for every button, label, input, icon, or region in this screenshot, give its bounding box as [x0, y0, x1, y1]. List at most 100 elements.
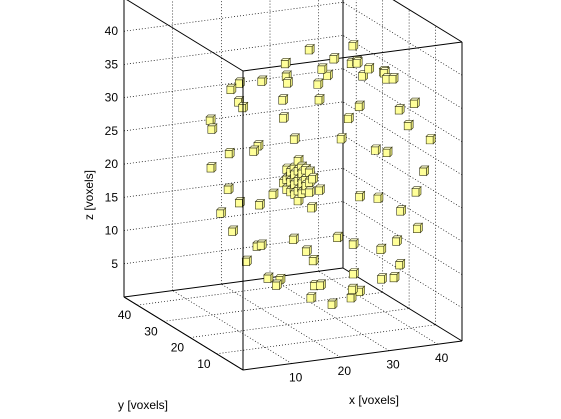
data-point-face	[346, 294, 355, 303]
data-point	[234, 77, 246, 89]
data-point-face	[361, 100, 365, 112]
data-point-face	[260, 139, 264, 151]
data-point-face	[354, 102, 363, 111]
data-point	[343, 112, 355, 124]
data-point-face	[377, 275, 385, 284]
z-tick-label: 25	[105, 124, 119, 138]
data-point-face	[370, 146, 379, 155]
x-tick-label: 30	[386, 358, 400, 372]
data-point	[317, 63, 328, 75]
y-tick-label: 10	[197, 357, 211, 371]
data-point-face	[323, 279, 326, 291]
data-point-face	[230, 183, 234, 195]
x-tick-label: 10	[289, 371, 303, 385]
data-point-face	[364, 65, 373, 74]
data-point-face	[334, 298, 338, 310]
data-point-face	[348, 285, 356, 295]
data-point-face	[305, 188, 313, 197]
data-point-face	[362, 285, 365, 297]
data-point-face	[213, 161, 217, 173]
data-point-face	[348, 240, 357, 249]
grid-lines	[123, 0, 463, 364]
data-point-face	[289, 135, 298, 144]
data-point-face	[282, 273, 286, 285]
grid-line	[221, 283, 341, 358]
data-point	[289, 133, 300, 145]
data-point-face	[425, 136, 434, 145]
data-point-face	[350, 112, 354, 124]
z-tick-label: 5	[111, 257, 118, 271]
grid-line	[123, 134, 344, 165]
data-point	[306, 291, 317, 303]
data-point	[348, 267, 360, 279]
box-edge	[242, 41, 463, 72]
data-point-face	[420, 222, 423, 234]
data-point-face	[256, 145, 260, 157]
data-point	[395, 204, 407, 216]
data-point-face	[216, 209, 225, 218]
data-point-face	[224, 150, 233, 159]
data-point	[268, 188, 279, 200]
z-tick-label: 15	[105, 190, 119, 204]
data-point-face	[316, 281, 324, 290]
data-point-face	[358, 72, 367, 81]
data-point-face	[233, 83, 237, 95]
data-point	[223, 183, 234, 195]
data-point-face	[356, 267, 359, 279]
data-point-face	[352, 59, 361, 68]
grid-line	[342, 134, 463, 209]
data-point	[257, 75, 268, 87]
data-point-face	[336, 135, 345, 144]
data-point-face	[349, 270, 357, 279]
data-point-face	[293, 197, 302, 206]
data-point-face	[206, 164, 215, 173]
data-point-face	[401, 103, 405, 115]
data-point-face	[321, 93, 325, 105]
data-point-face	[313, 80, 322, 89]
data-point	[370, 144, 382, 156]
data-point-face	[410, 99, 418, 108]
data-point	[271, 279, 283, 291]
data-point-face	[355, 283, 358, 295]
data-point-face	[411, 188, 420, 197]
data-point	[376, 243, 387, 255]
data-point	[224, 147, 235, 159]
data-point	[329, 52, 340, 64]
z-axis-label: z [voxels]	[82, 170, 96, 220]
y-tick-label: 20	[171, 341, 185, 355]
data-point	[347, 283, 359, 295]
data-point	[263, 272, 274, 284]
data-point-face	[340, 231, 343, 243]
data-point-face	[249, 255, 252, 267]
data-point-face	[355, 238, 359, 250]
data-point	[256, 239, 267, 251]
data-point	[314, 184, 326, 196]
grid-line	[342, 201, 463, 275]
data-point-face	[395, 261, 404, 270]
grid-line	[342, 1, 463, 76]
data-point-face	[394, 106, 403, 115]
data-point-face	[235, 199, 243, 208]
data-point-face	[396, 207, 404, 216]
data-point	[382, 146, 393, 158]
data-point-face	[235, 79, 243, 88]
data-point	[388, 72, 399, 84]
data-point-face	[330, 69, 333, 81]
data-point	[282, 76, 294, 88]
data-point	[227, 225, 239, 237]
grid-line	[318, 270, 438, 345]
data-point	[394, 103, 405, 115]
data-point	[409, 97, 421, 109]
data-point	[332, 231, 344, 243]
data-point-face	[263, 239, 267, 251]
data-point	[254, 198, 266, 210]
grid-line	[163, 291, 383, 322]
data-point	[205, 114, 216, 126]
data-point	[391, 235, 403, 247]
grid-line	[137, 275, 357, 306]
data-point-face	[275, 188, 279, 200]
data-point-face	[333, 233, 341, 242]
data-point-face	[314, 96, 323, 105]
grid-line	[123, 234, 344, 265]
